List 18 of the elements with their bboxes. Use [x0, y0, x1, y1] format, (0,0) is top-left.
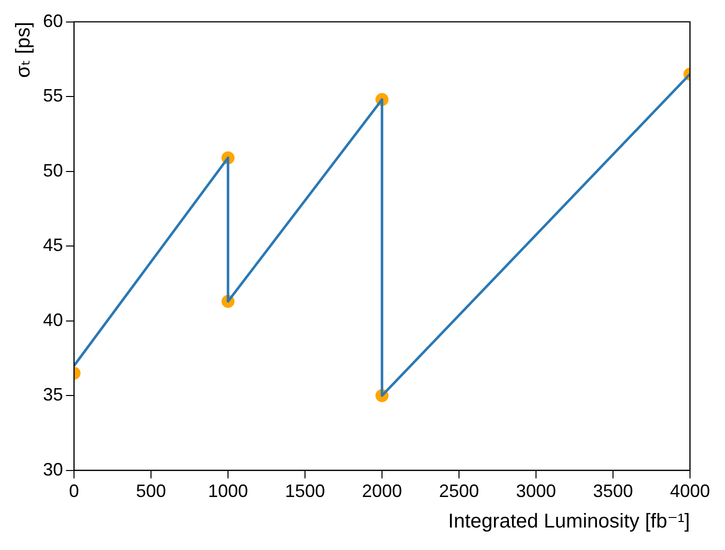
y-tick-label: 45	[42, 235, 64, 256]
x-tick-label: 2000	[362, 481, 402, 502]
y-tick-label: 35	[42, 384, 64, 405]
x-tick-label: 500	[136, 481, 166, 502]
x-tick-label: 1000	[208, 481, 248, 502]
x-tick-label: 3500	[592, 481, 634, 502]
x-tick-label: 0	[69, 481, 80, 502]
y-tick-label: 50	[42, 160, 64, 180]
y-tick-label: 60	[42, 10, 64, 31]
x-tick-label: 4000	[670, 481, 710, 502]
y-tick-label: 40	[42, 310, 64, 330]
x-tick-label: 2500	[438, 481, 480, 502]
x-tick-label: 1500	[284, 481, 326, 502]
x-tick-label: 3000	[516, 481, 556, 502]
y-tick-label: 55	[42, 86, 64, 106]
y-tick-label: 30	[42, 459, 64, 480]
y-axis-title: σₜ [ps]	[12, 22, 35, 78]
x-axis-title: Integrated Luminosity [fb⁻¹]	[448, 510, 690, 533]
